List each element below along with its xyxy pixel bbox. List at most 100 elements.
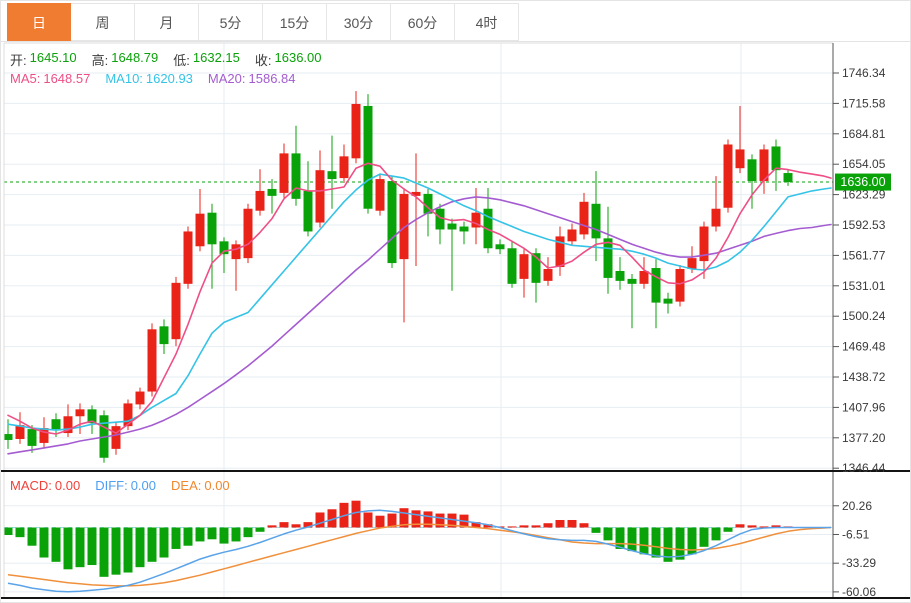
candle-body bbox=[15, 425, 25, 439]
ma-legend: MA5: 1648.57 MA10: 1620.93 MA20: 1586.84 bbox=[10, 71, 311, 86]
tab-timeframe-5[interactable]: 30分 bbox=[327, 3, 391, 41]
macd-axis-label: -60.06 bbox=[842, 585, 876, 599]
tab-timeframe-3[interactable]: 5分 bbox=[199, 3, 263, 41]
macd-bar bbox=[351, 500, 361, 528]
macd-bar bbox=[735, 524, 745, 528]
candle-body bbox=[675, 269, 685, 302]
macd-bar bbox=[75, 527, 85, 568]
macd-bar bbox=[27, 527, 37, 546]
macd-bar bbox=[207, 527, 217, 540]
macd-bar bbox=[471, 522, 481, 528]
macd-bar bbox=[615, 527, 625, 549]
macd-bar bbox=[279, 522, 289, 528]
candle-body bbox=[447, 223, 457, 230]
field: MA5: 1648.57 bbox=[10, 71, 90, 86]
candle-body bbox=[663, 298, 673, 304]
candle-body bbox=[291, 153, 301, 199]
macd-bar bbox=[435, 513, 445, 528]
price-axis-label: 1531.01 bbox=[842, 279, 886, 293]
field: DEA: 0.00 bbox=[171, 478, 230, 493]
field-label: 开: bbox=[10, 53, 27, 68]
macd-bar bbox=[507, 526, 517, 528]
macd-axis-label: -33.29 bbox=[842, 556, 876, 570]
candle-body bbox=[171, 282, 181, 340]
candle-body bbox=[735, 149, 745, 169]
macd-axis-label: 20.26 bbox=[842, 499, 872, 513]
candle-body bbox=[111, 426, 121, 449]
field: MA10: 1620.93 bbox=[105, 71, 193, 86]
macd-bar bbox=[159, 527, 169, 558]
macd-bar bbox=[111, 527, 121, 575]
macd-bar bbox=[15, 527, 25, 538]
candle-body bbox=[495, 244, 505, 250]
macd-bar bbox=[411, 510, 421, 528]
price-axis-label: 1746.34 bbox=[842, 66, 886, 80]
macd-bar bbox=[579, 523, 589, 528]
tab-timeframe-2[interactable]: 月 bbox=[135, 3, 199, 41]
candle-body bbox=[183, 231, 193, 284]
candle-body bbox=[363, 105, 373, 209]
macd-bar bbox=[675, 527, 685, 560]
tab-timeframe-0[interactable]: 日 bbox=[7, 3, 71, 41]
tab-timeframe-4[interactable]: 15分 bbox=[263, 3, 327, 41]
candle-body bbox=[219, 241, 229, 255]
field-value: 0.00 bbox=[130, 478, 157, 493]
field-value: 1648.57 bbox=[43, 71, 91, 86]
field-label: DIFF: bbox=[95, 478, 128, 493]
current-price-label bbox=[835, 173, 891, 191]
candle-body bbox=[783, 173, 793, 183]
candle-body bbox=[195, 213, 205, 247]
macd-bar bbox=[327, 509, 337, 528]
candle-body bbox=[639, 270, 649, 284]
macd-bar bbox=[243, 527, 253, 538]
macd-bar bbox=[135, 527, 145, 568]
macd-bar bbox=[99, 527, 109, 577]
macd-bar bbox=[375, 515, 385, 528]
candle-body bbox=[399, 193, 409, 260]
macd-bar bbox=[591, 527, 601, 533]
macd-bar bbox=[267, 525, 277, 528]
candle-body bbox=[207, 212, 217, 245]
price-axis-label: 1623.29 bbox=[842, 188, 886, 202]
ma5-line bbox=[7, 162, 832, 435]
macd-bar bbox=[303, 522, 313, 528]
ohlc-readout: 开: 1645.10 高: 1648.79 低: 1632.15 收: 1636.00 bbox=[10, 50, 337, 69]
field-label: 低: bbox=[173, 53, 190, 68]
field: 低: 1632.15 bbox=[173, 50, 240, 69]
field-label: MA5: bbox=[10, 71, 41, 86]
macd-bar bbox=[87, 527, 97, 566]
tab-timeframe-7[interactable]: 4时 bbox=[455, 3, 519, 41]
macd-bar bbox=[447, 513, 457, 528]
candle-body bbox=[507, 248, 517, 284]
candle-body bbox=[387, 181, 397, 264]
timeframe-tabbar: 日周月 5分 15分 30分 60分 4时 bbox=[7, 3, 519, 41]
field-value: 0.00 bbox=[204, 478, 230, 493]
macd-bar bbox=[51, 527, 61, 562]
candle-body bbox=[51, 419, 61, 430]
candle-body bbox=[543, 269, 553, 281]
candle-body bbox=[279, 153, 289, 193]
field-label: MACD: bbox=[10, 478, 52, 493]
field: 高: 1648.79 bbox=[92, 50, 159, 69]
macd-bar bbox=[219, 527, 229, 544]
field: DIFF: 0.00 bbox=[95, 478, 156, 493]
candle-body bbox=[459, 226, 469, 232]
field-label: 高: bbox=[91, 53, 109, 68]
macd-bar bbox=[519, 525, 529, 528]
candle-body bbox=[339, 156, 349, 179]
macd-bar bbox=[39, 527, 49, 558]
candle-body bbox=[531, 253, 541, 283]
candle-body bbox=[711, 208, 721, 227]
candle-body bbox=[75, 409, 85, 417]
macd-bar bbox=[123, 527, 133, 573]
tab-timeframe-1[interactable]: 周 bbox=[71, 3, 135, 41]
candle-body bbox=[159, 326, 169, 345]
field: 收: 1636.00 bbox=[255, 50, 322, 69]
candle-body bbox=[267, 188, 277, 196]
candle-body bbox=[579, 201, 589, 235]
macd-bar bbox=[423, 511, 433, 528]
candle-body bbox=[255, 190, 265, 211]
tab-timeframe-6[interactable]: 60分 bbox=[391, 3, 455, 41]
